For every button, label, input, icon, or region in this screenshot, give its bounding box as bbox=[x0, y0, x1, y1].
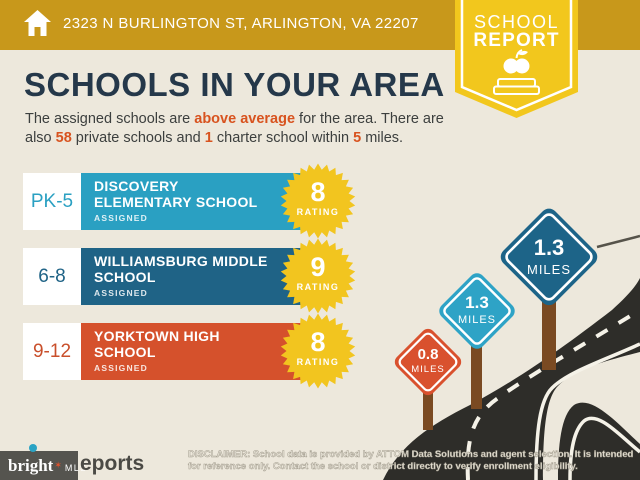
rating-value: 8 bbox=[310, 327, 326, 357]
school-row-high: 9-12 YORKTOWN HIGH SCHOOL ASSIGNED 8 RATI… bbox=[23, 313, 368, 389]
school-report-ribbon: SCHOOL REPORT bbox=[455, 0, 578, 122]
intro-line1: The assigned schools are above average f… bbox=[25, 111, 444, 127]
rating-value: 9 bbox=[310, 252, 326, 282]
distance-sign-large: 1.3 MILES bbox=[500, 208, 598, 306]
assigned-badge: ASSIGNED bbox=[94, 213, 148, 223]
school-name: DISCOVERY ELEMENTARY SCHOOL bbox=[94, 178, 258, 210]
page-title: SCHOOLS IN YOUR AREA bbox=[24, 66, 445, 103]
school-bar: YORKTOWN HIGH SCHOOL ASSIGNED bbox=[81, 323, 318, 380]
starburst-icon bbox=[280, 238, 356, 314]
highlight-private-count: 58 bbox=[55, 130, 72, 146]
sign-unit-medium: MILES bbox=[458, 314, 496, 326]
rating-label: RATING bbox=[296, 282, 340, 292]
rating-label: RATING bbox=[296, 357, 340, 367]
sign-unit-small: MILES bbox=[411, 364, 445, 375]
distance-sign-medium: 1.3 MILES bbox=[439, 273, 515, 349]
rating-badge: 8 RATING bbox=[280, 163, 356, 239]
school-bar: DISCOVERY ELEMENTARY SCHOOL ASSIGNED bbox=[81, 173, 318, 230]
assigned-badge: ASSIGNED bbox=[94, 288, 148, 298]
ribbon-inner-outline bbox=[460, 0, 573, 112]
sign-distance-large: 1.3 bbox=[534, 235, 565, 260]
sign-distance-small: 0.8 bbox=[418, 346, 439, 363]
grade-range: 9-12 bbox=[23, 323, 81, 380]
brightmls-watermark: bright ✶ MLS bbox=[0, 451, 86, 480]
sign-post-small bbox=[423, 392, 433, 430]
highlight-charter-count: 1 bbox=[204, 130, 213, 146]
sign-post-large bbox=[542, 300, 556, 370]
school-row-elementary: PK-5 DISCOVERY ELEMENTARY SCHOOL ASSIGNED… bbox=[23, 163, 368, 239]
rating-label: RATING bbox=[296, 207, 340, 217]
sign-post-medium bbox=[471, 345, 482, 409]
assigned-badge: ASSIGNED bbox=[94, 363, 148, 373]
apple-books-icon bbox=[493, 49, 540, 95]
intro-paragraph: The assigned schools are above average f… bbox=[25, 110, 444, 148]
house-icon bbox=[24, 10, 51, 36]
ribbon-line1: SCHOOL bbox=[473, 12, 560, 32]
school-bar: WILLIAMSBURG MIDDLE SCHOOL ASSIGNED bbox=[81, 248, 318, 305]
starburst-icon bbox=[280, 313, 356, 389]
sign-unit-large: MILES bbox=[527, 262, 571, 277]
ribbon-shape bbox=[455, 0, 578, 118]
highlight-above-average: above average bbox=[194, 111, 296, 127]
disclaimer-text: DISCLAIMER: School data is provided by A… bbox=[188, 449, 634, 472]
sign-distance-medium: 1.3 bbox=[465, 293, 489, 312]
highlight-miles: 5 bbox=[353, 130, 362, 146]
property-address: 2323 N BURLINGTON ST, ARLINGTON, VA 2220… bbox=[63, 15, 419, 32]
grade-range: PK-5 bbox=[23, 173, 81, 230]
rating-badge: 8 RATING bbox=[280, 313, 356, 389]
intro-line2: also 58 private schools and 1 charter sc… bbox=[25, 130, 404, 146]
grade-range: 6-8 bbox=[23, 248, 81, 305]
school-name: WILLIAMSBURG MIDDLE SCHOOL bbox=[94, 253, 268, 285]
rating-value: 8 bbox=[310, 177, 326, 207]
logo-dot bbox=[29, 444, 37, 452]
school-row-middle: 6-8 WILLIAMSBURG MIDDLE SCHOOL ASSIGNED 9… bbox=[23, 238, 368, 314]
logo-star-icon: ✶ bbox=[54, 460, 62, 470]
horizon-line bbox=[596, 234, 640, 249]
rating-badge: 9 RATING bbox=[280, 238, 356, 314]
starburst-icon bbox=[280, 163, 356, 239]
ribbon-line2: REPORT bbox=[473, 30, 560, 51]
distance-sign-small: 0.8 MILES bbox=[394, 328, 462, 396]
school-name: YORKTOWN HIGH SCHOOL bbox=[94, 328, 220, 360]
reports-logo-text: eports bbox=[80, 452, 145, 475]
